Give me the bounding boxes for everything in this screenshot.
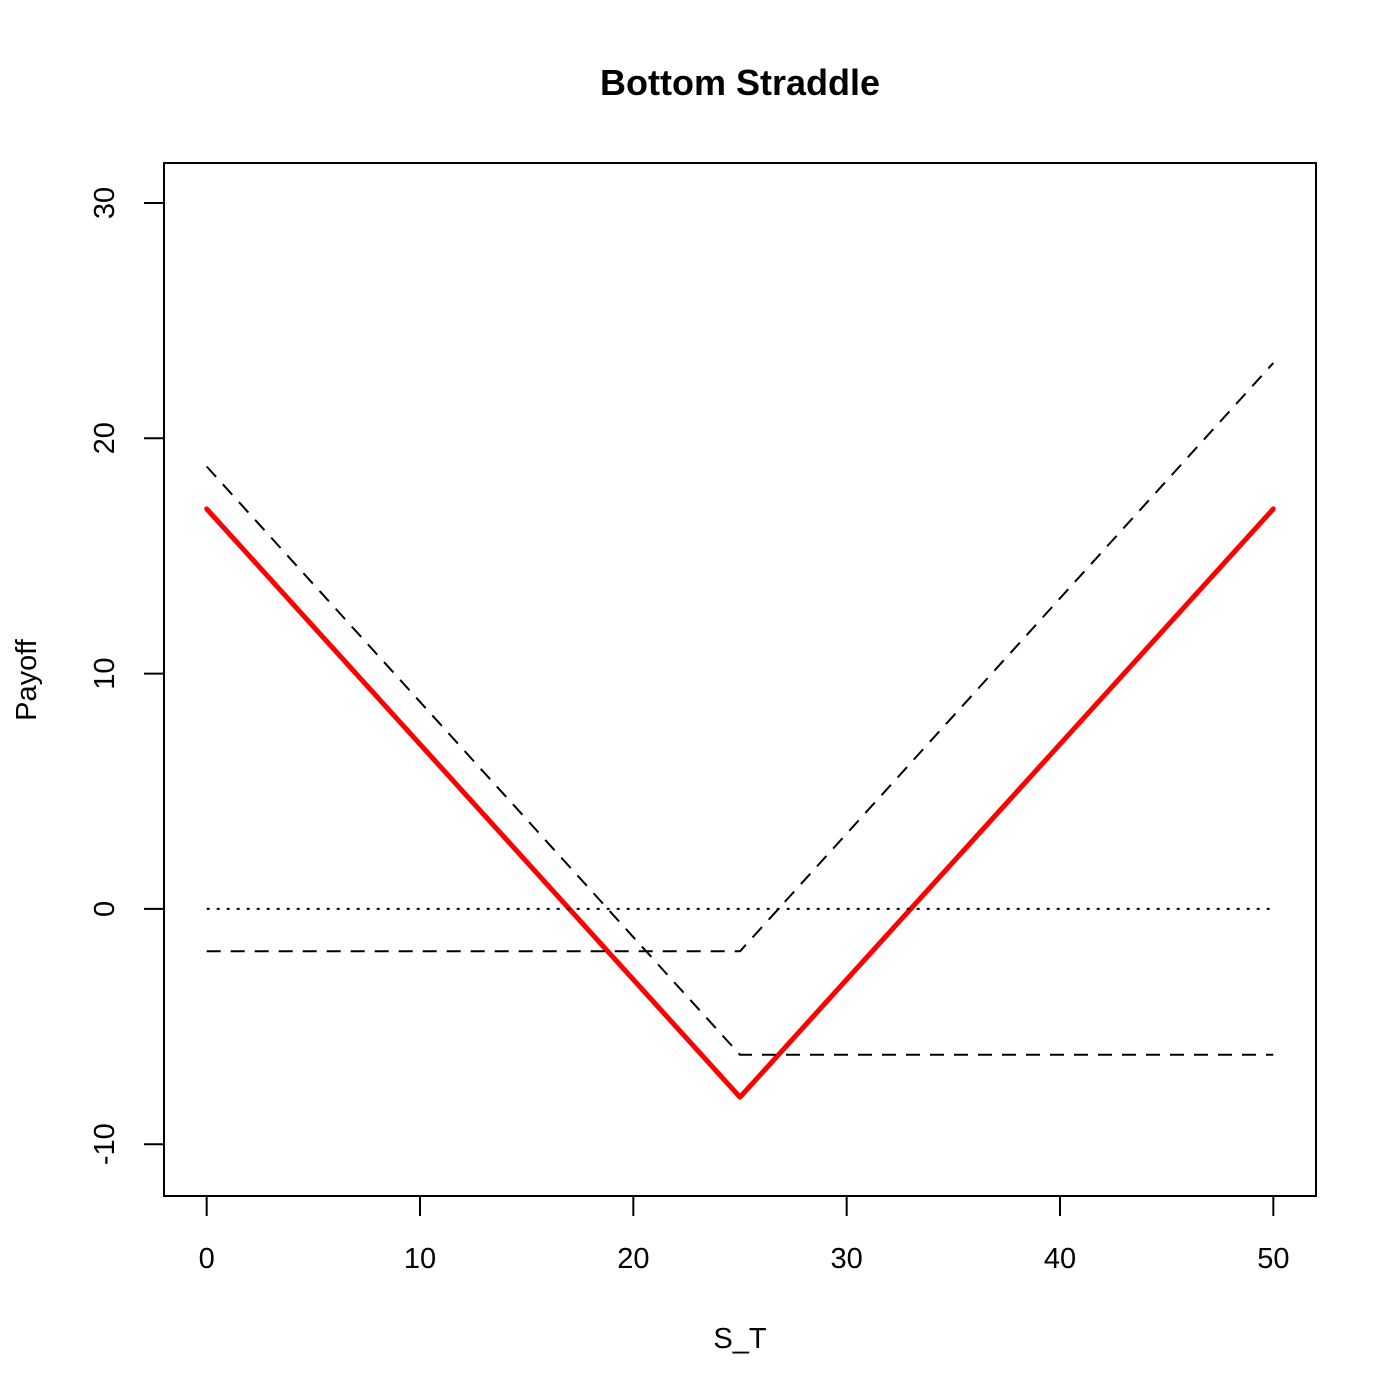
plot-frame — [163, 162, 1317, 1197]
x-tick-label: 10 — [404, 1243, 436, 1275]
x-tick-label: 40 — [1044, 1243, 1076, 1275]
y-tick-label: -10 — [89, 1123, 121, 1165]
x-tick-label: 20 — [617, 1243, 649, 1275]
x-axis: 0 10 20 30 40 50 — [199, 1195, 1289, 1275]
chart-title: Bottom Straddle — [600, 62, 880, 103]
series-layer — [204, 362, 1276, 1100]
x-tick-label: 30 — [831, 1243, 863, 1275]
series-line-3 — [206, 362, 1275, 953]
x-axis-label: S_T — [713, 1323, 766, 1355]
series-line-2 — [205, 465, 1274, 1056]
y-axis-label: Payoff — [11, 638, 43, 721]
y-tick-label: 20 — [89, 422, 121, 454]
x-tick-label: 0 — [199, 1243, 215, 1275]
y-tick-label: 0 — [89, 901, 121, 917]
series-line-1 — [204, 506, 1276, 1100]
x-tick-label: 50 — [1257, 1243, 1289, 1275]
y-tick-label: 10 — [89, 657, 121, 689]
y-axis: -10 0 10 20 30 — [89, 187, 165, 1165]
y-tick-label: 30 — [89, 187, 121, 219]
